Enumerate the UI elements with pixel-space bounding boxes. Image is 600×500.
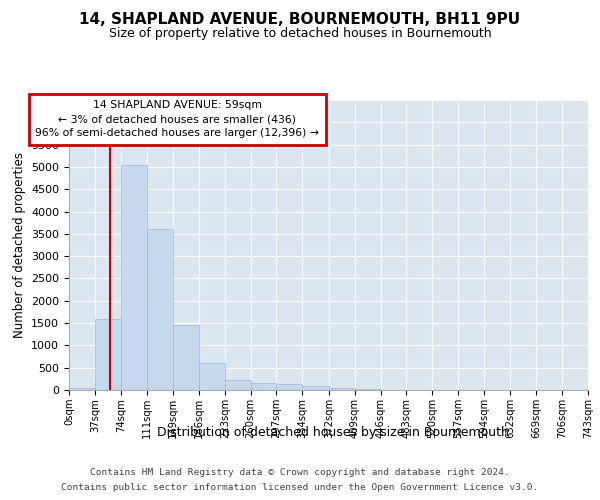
- Bar: [121, 164, 146, 390]
- Text: 14, SHAPLAND AVENUE, BOURNEMOUTH, BH11 9PU: 14, SHAPLAND AVENUE, BOURNEMOUTH, BH11 9…: [79, 12, 521, 28]
- Text: Distribution of detached houses by size in Bournemouth: Distribution of detached houses by size …: [157, 426, 509, 439]
- Bar: [355, 389, 380, 390]
- Text: Contains HM Land Registry data © Crown copyright and database right 2024.: Contains HM Land Registry data © Crown c…: [90, 468, 510, 477]
- Bar: [173, 326, 199, 390]
- Text: Size of property relative to detached houses in Bournemouth: Size of property relative to detached ho…: [109, 28, 491, 40]
- Bar: [69, 388, 95, 390]
- Bar: [302, 386, 329, 390]
- Bar: [251, 383, 277, 390]
- Bar: [277, 384, 302, 390]
- Bar: [225, 380, 251, 390]
- Bar: [329, 388, 355, 390]
- Text: Contains public sector information licensed under the Open Government Licence v3: Contains public sector information licen…: [61, 483, 539, 492]
- Bar: [146, 230, 173, 390]
- Bar: [95, 318, 121, 390]
- Text: 14 SHAPLAND AVENUE: 59sqm
← 3% of detached houses are smaller (436)
96% of semi-: 14 SHAPLAND AVENUE: 59sqm ← 3% of detach…: [35, 100, 319, 138]
- Y-axis label: Number of detached properties: Number of detached properties: [13, 152, 26, 338]
- Bar: [199, 363, 225, 390]
